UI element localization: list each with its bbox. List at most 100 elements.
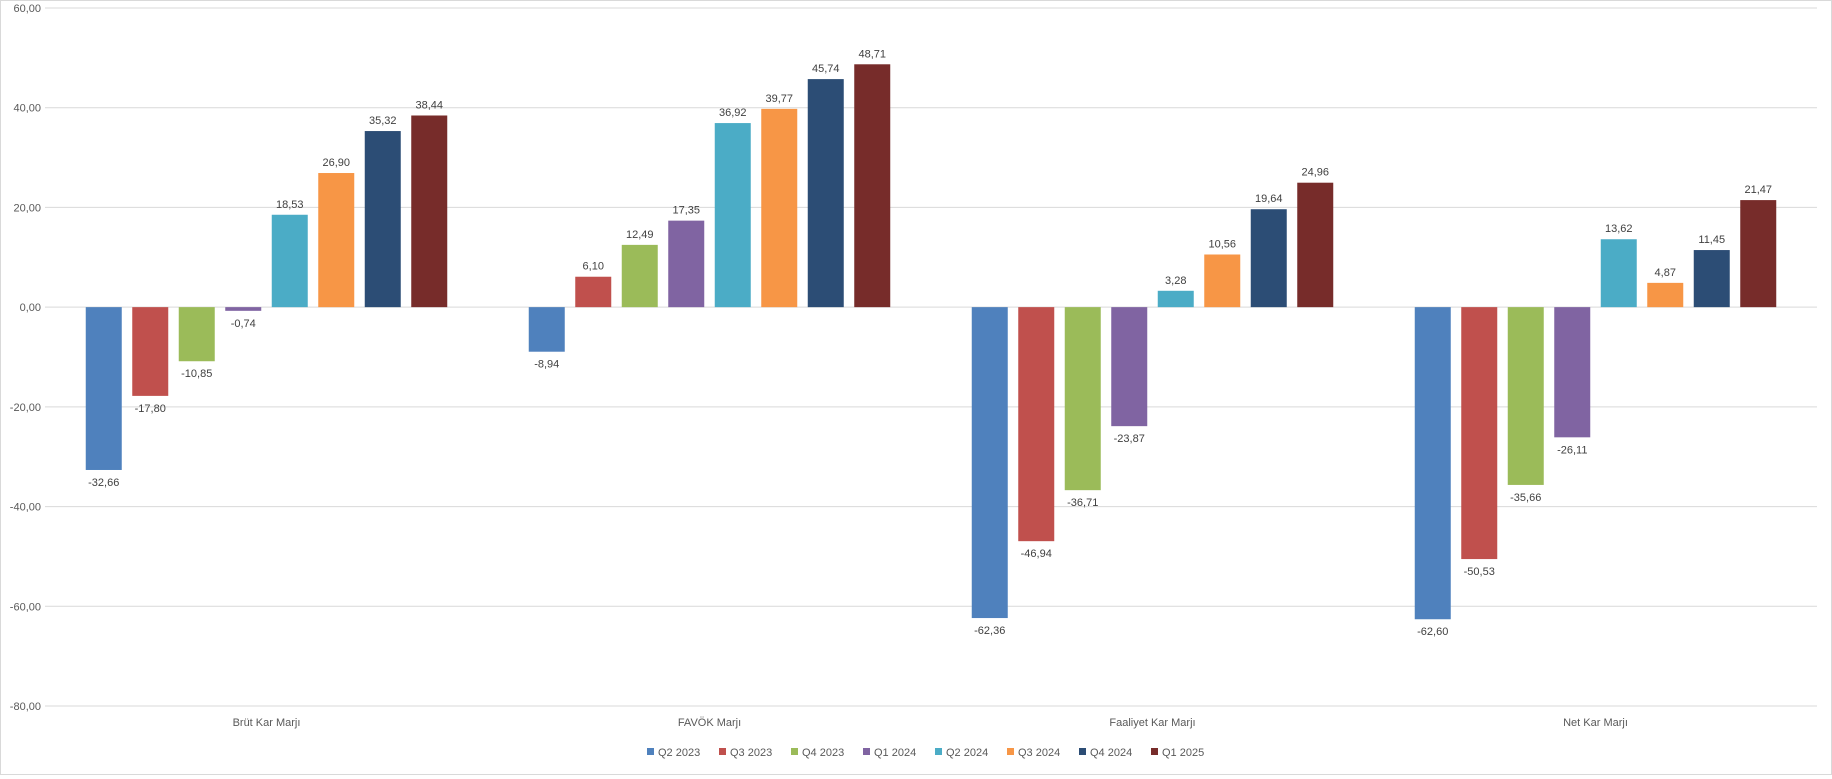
bar — [1111, 307, 1148, 427]
data-label: 21,47 — [1744, 184, 1772, 196]
y-axis-ticks: 60,00 40,00 20,00 0,00 -20,00 -40,00 -60,00 -80… — [10, 3, 41, 713]
category-label: Faaliyet Kar Marjı — [1109, 717, 1195, 729]
bar — [1297, 182, 1334, 308]
legend-swatch — [1007, 748, 1014, 755]
data-label: -17,80 — [135, 403, 166, 415]
bar — [1204, 254, 1241, 308]
bar — [1507, 307, 1544, 485]
data-label: 18,53 — [276, 199, 304, 211]
data-label: 48,71 — [858, 48, 886, 60]
legend-label: Q3 2023 — [730, 747, 772, 759]
legend-label: Q1 2025 — [1162, 747, 1204, 759]
legend-label: Q2 2024 — [946, 747, 988, 759]
y-tick-label: -80,00 — [10, 701, 41, 713]
y-tick-label: -60,00 — [10, 601, 41, 613]
y-tick-label: 60,00 — [13, 3, 41, 15]
bar — [1740, 200, 1777, 308]
bar — [178, 307, 215, 362]
y-tick-label: -20,00 — [10, 402, 41, 414]
legend-swatch — [791, 748, 798, 755]
data-label: -23,87 — [1114, 433, 1145, 445]
legend: Q2 2023 Q3 2023 Q4 2023 Q1 2024 Q2 2024 Q3 20… — [647, 747, 1204, 759]
data-label: 24,96 — [1301, 167, 1329, 179]
bar — [364, 131, 401, 308]
bar — [528, 307, 565, 352]
data-label: 10,56 — [1208, 238, 1236, 250]
category-label: Brüt Kar Marjı — [233, 717, 301, 729]
bar — [411, 115, 448, 308]
y-tick-label: 0,00 — [20, 302, 41, 314]
data-label: -26,11 — [1557, 444, 1587, 456]
bar — [1250, 209, 1287, 308]
legend-swatch — [647, 748, 654, 755]
category-label: Net Kar Marjı — [1563, 717, 1628, 729]
bar — [1157, 290, 1194, 308]
data-label: 17,35 — [672, 205, 700, 217]
data-label: 26,90 — [322, 157, 350, 169]
legend-label: Q2 2023 — [658, 747, 700, 759]
data-label: 36,92 — [719, 107, 747, 119]
bar — [854, 64, 891, 308]
data-label: 38,44 — [415, 99, 443, 111]
x-axis-categories: Brüt Kar Marjı FAVÖK Marjı Faaliyet Kar Ma… — [233, 717, 1628, 729]
legend-swatch — [935, 748, 942, 755]
bar — [1600, 239, 1637, 308]
bar — [1414, 307, 1451, 620]
data-label: 6,10 — [583, 261, 604, 273]
legend-swatch — [1151, 748, 1158, 755]
data-label: 39,77 — [765, 93, 793, 105]
data-label: -10,85 — [181, 368, 212, 380]
data-labels: -32,66 -17,80 -10,85 -0,74 18,53 26,90 35,32 38… — [88, 48, 1772, 638]
bar — [761, 108, 798, 308]
legend-label: Q3 2024 — [1018, 747, 1060, 759]
bar — [85, 307, 122, 470]
data-label: 19,64 — [1255, 193, 1283, 205]
bar — [575, 276, 612, 308]
legend-label: Q4 2024 — [1090, 747, 1132, 759]
data-label: -50,53 — [1464, 566, 1495, 578]
legend-label: Q1 2024 — [874, 747, 916, 759]
data-label: 45,74 — [812, 63, 840, 75]
bar — [1693, 250, 1730, 308]
gridlines — [45, 7, 1817, 707]
y-tick-label: 20,00 — [13, 202, 41, 214]
data-label: 35,32 — [369, 115, 397, 127]
legend-swatch — [1079, 748, 1086, 755]
data-label: 11,45 — [1698, 234, 1725, 246]
bar — [1018, 307, 1055, 542]
legend-swatch — [863, 748, 870, 755]
bar — [714, 123, 751, 308]
bar — [318, 173, 355, 308]
bar — [1647, 282, 1684, 308]
data-label: 12,49 — [626, 229, 654, 241]
y-tick-label: -40,00 — [10, 502, 41, 514]
bar — [1064, 307, 1101, 491]
data-label: 4,87 — [1655, 267, 1676, 279]
data-label: -62,60 — [1417, 626, 1448, 638]
data-label: -36,71 — [1067, 497, 1098, 509]
data-label: -35,66 — [1510, 492, 1541, 504]
data-label: 3,28 — [1165, 275, 1186, 287]
bars — [85, 64, 1777, 620]
bar — [1554, 307, 1591, 438]
bar — [1461, 307, 1498, 560]
category-label: FAVÖK Marjı — [678, 717, 741, 729]
data-label: -0,74 — [231, 318, 256, 330]
bar — [271, 214, 308, 308]
bar — [668, 220, 705, 308]
bar — [971, 307, 1008, 619]
bar — [807, 79, 844, 308]
data-label: -8,94 — [534, 359, 559, 371]
data-label: -46,94 — [1021, 548, 1052, 560]
legend-label: Q4 2023 — [802, 747, 844, 759]
y-tick-label: 40,00 — [13, 103, 41, 115]
bar — [132, 307, 169, 396]
bar — [225, 307, 262, 311]
data-label: 13,62 — [1605, 223, 1633, 235]
data-label: -62,36 — [974, 625, 1005, 637]
data-label: -32,66 — [88, 477, 119, 489]
bar — [621, 244, 658, 308]
legend-swatch — [719, 748, 726, 755]
